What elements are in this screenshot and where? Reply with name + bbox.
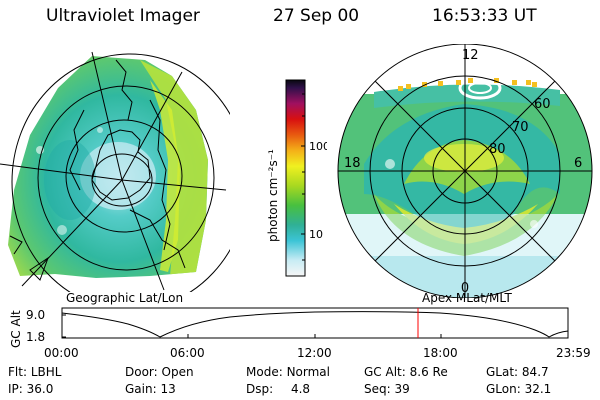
status-dsp: Dsp: 4.8	[246, 382, 310, 396]
status-gain-value: 13	[160, 382, 176, 396]
status-seq-label: Seq:	[364, 382, 391, 396]
status-mode: Mode: Normal	[246, 365, 330, 379]
geo-emission-field	[8, 56, 208, 278]
colorbar-gradient	[285, 79, 306, 277]
status-door: Door: Open	[125, 365, 194, 379]
mlt-label-0: 0	[461, 281, 469, 296]
mlt-label-12: 12	[462, 48, 479, 63]
colorbar-tick-10: 10	[309, 228, 323, 241]
geo-grid	[0, 51, 230, 292]
status-ip-value: 36.0	[26, 382, 54, 396]
altitude-xtick-1: 06:00	[170, 346, 205, 360]
status-seq: Seq: 39	[364, 382, 410, 396]
status-glon-label: GLon:	[486, 382, 521, 396]
instrument-title: Ultraviolet Imager	[46, 6, 200, 26]
altitude-plot: GC Alt 9.0 1.8	[9, 307, 569, 348]
status-filter-value: LBHL	[30, 365, 62, 379]
status-mode-label: Mode:	[246, 365, 283, 379]
status-door-label: Door:	[125, 365, 158, 379]
status-ip-label: IP:	[8, 382, 23, 396]
altitude-curve	[61, 311, 569, 338]
lat-label-70: 70	[512, 120, 529, 135]
status-dsp-label: Dsp:	[246, 382, 274, 396]
altitude-xtick-2: 12:00	[297, 346, 332, 360]
polar-image: 12 18 6 0 60 70 80	[337, 44, 593, 298]
altitude-ylabel: GC Alt	[9, 310, 23, 348]
status-gain-label: Gain:	[125, 382, 157, 396]
status-glat-value: 84.7	[521, 365, 549, 379]
status-filter-label: Flt:	[8, 365, 27, 379]
status-seq-value: 39	[394, 382, 410, 396]
lat-label-80: 80	[489, 142, 506, 157]
time-label: 16:53:33 UT	[432, 6, 537, 26]
status-glat: GLat: 84.7	[486, 365, 549, 379]
geographic-image	[0, 51, 230, 292]
altitude-plot-frame	[61, 307, 569, 339]
polar-caption: Apex MLat/MLT	[422, 291, 512, 305]
mlt-label-18: 18	[344, 156, 361, 171]
altitude-ytick-high: 9.0	[26, 308, 45, 322]
colorbar-unit-label: photon cm⁻²s⁻¹	[266, 149, 280, 242]
status-mode-value: Normal	[286, 365, 330, 379]
geo-caption: Geographic Lat/Lon	[66, 291, 184, 305]
status-dsp-value: 4.8	[290, 382, 311, 396]
mlt-label-6: 6	[574, 156, 582, 171]
status-filter: Flt: LBHL	[8, 365, 61, 379]
status-ip: IP: 36.0	[8, 382, 53, 396]
color-scale: photon cm⁻²s⁻¹ 100 10	[266, 79, 327, 277]
status-gc-alt-label: GC Alt:	[364, 365, 406, 379]
altitude-xticks	[187, 334, 442, 338]
status-gain: Gain: 13	[125, 382, 176, 396]
status-gc-alt: GC Alt: 8.6 Re	[364, 365, 448, 379]
altitude-ytick-low: 1.8	[26, 330, 45, 344]
status-glon: GLon: 32.1	[486, 382, 551, 396]
altitude-xtick-4: 23:59	[556, 346, 591, 360]
polar-grid	[337, 44, 593, 298]
altitude-xtick-0: 00:00	[44, 346, 79, 360]
status-gc-alt-value: 8.6 Re	[409, 365, 448, 379]
date-label: 27 Sep 00	[273, 6, 360, 26]
saturated-pixels	[398, 78, 537, 91]
continent-outlines	[9, 59, 186, 281]
colorbar-tick-100: 100	[309, 140, 327, 153]
altitude-xtick-3: 18:00	[423, 346, 458, 360]
status-door-value: Open	[161, 365, 194, 379]
status-glat-label: GLat:	[486, 365, 519, 379]
lat-label-60: 60	[534, 97, 551, 112]
status-glon-value: 32.1	[524, 382, 552, 396]
